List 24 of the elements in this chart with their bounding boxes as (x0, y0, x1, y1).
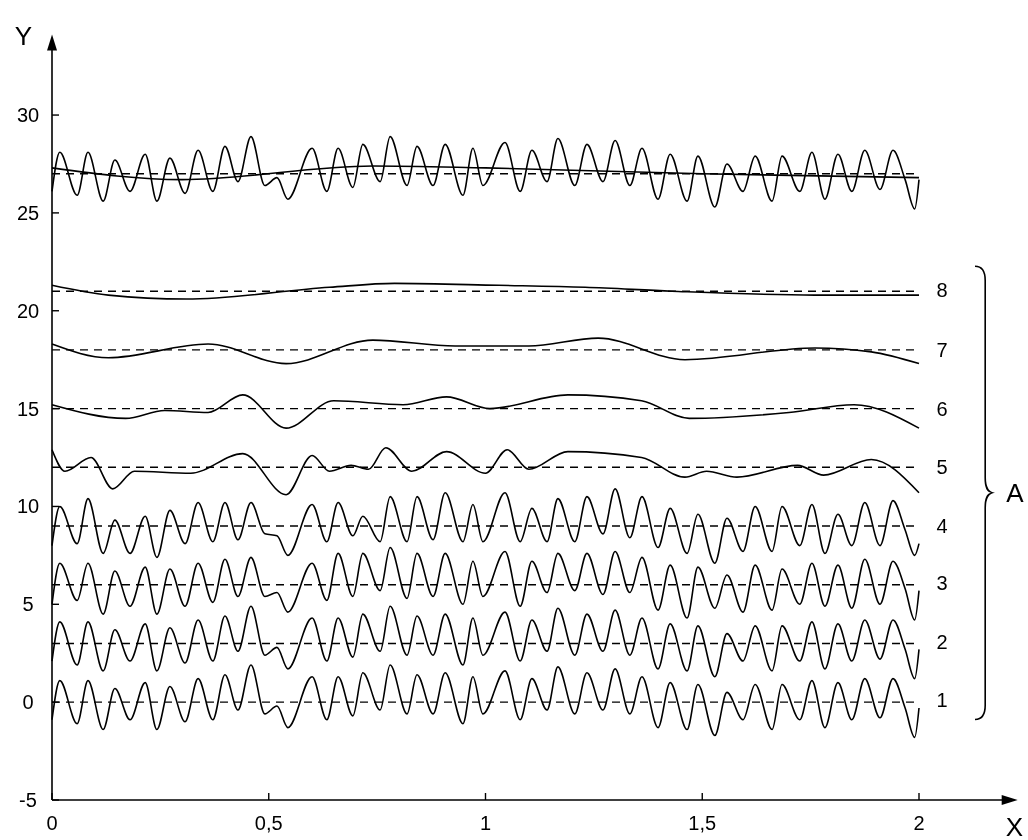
series-label: 4 (936, 515, 948, 538)
y-tick-label: 10 (16, 495, 40, 518)
x-tick-label: 1 (479, 812, 492, 834)
series-label: 7 (936, 339, 948, 362)
series-label: 8 (936, 279, 948, 302)
text: A (1006, 477, 1025, 508)
y-tick-label: -5 (19, 789, 37, 811)
x-tick-label: 0 (46, 812, 58, 834)
x-tick-label: 1,5 (688, 812, 717, 834)
series-label: 6 (936, 397, 948, 420)
y-tick-label: 5 (22, 593, 34, 616)
y-tick-label: 25 (16, 201, 40, 224)
x-tick-label: 0,5 (254, 812, 283, 834)
y-tick-label: 15 (16, 397, 40, 420)
series-label: 2 (936, 630, 948, 653)
x-tick-label: 2 (913, 812, 925, 834)
series-label: 1 (936, 689, 948, 712)
y-axis-title: Y (14, 20, 32, 51)
series-label: 5 (936, 456, 948, 479)
x-axis-title: X (1005, 812, 1024, 840)
y-tick-label: 30 (16, 104, 40, 127)
y-tick-label: 20 (16, 299, 40, 322)
series-label: 3 (936, 572, 948, 595)
y-tick-label: 0 (22, 691, 34, 714)
